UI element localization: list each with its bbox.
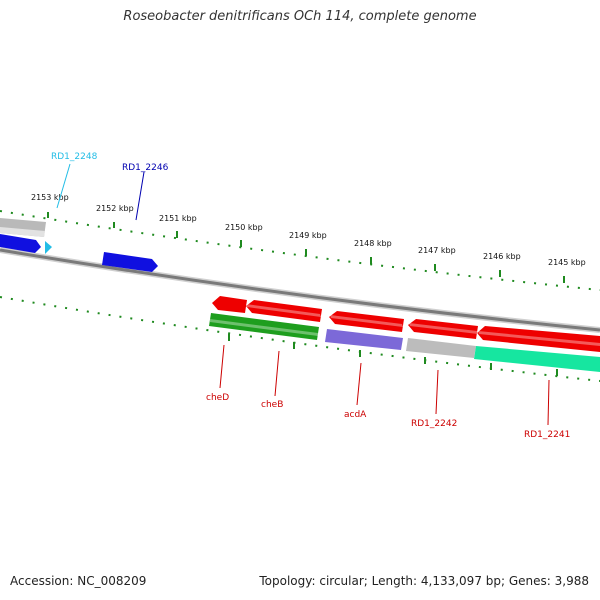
ruler-label-2145: 2145 kbp: [548, 258, 586, 267]
ruler-label-2150: 2150 kbp: [225, 223, 263, 232]
label-rd1-2242: RD1_2242: [411, 419, 457, 429]
label-rd1-2248: RD1_2248: [51, 152, 98, 162]
gene-cheD[interactable]: [212, 296, 247, 313]
topology-text: Topology: circular; Length: 4,133,097 bp…: [259, 574, 589, 588]
label-rd1-2246: RD1_2246: [122, 163, 169, 173]
ruler-label-2153: 2153 kbp: [31, 193, 69, 202]
major-ticks: [47, 212, 565, 376]
label-rd1-2241: RD1_2241: [524, 430, 570, 440]
ruler-label-2148: 2148 kbp: [354, 239, 392, 248]
gene-blue-left[interactable]: [0, 234, 41, 253]
accession-text: Accession: NC_008209: [10, 574, 147, 588]
gene-purple[interactable]: [325, 329, 403, 350]
gene-cheB[interactable]: [246, 300, 322, 322]
ruler-label-2151: 2151 kbp: [159, 214, 197, 223]
gene-red-4[interactable]: [408, 319, 478, 339]
label-acdA: acdA: [344, 410, 367, 420]
genome-backbone-line: [0, 248, 600, 332]
ruler-label-2146: 2146 kbp: [483, 252, 521, 261]
ruler-label-2147: 2147 kbp: [418, 246, 456, 255]
gene-green[interactable]: [209, 313, 319, 340]
gene-cyan-small[interactable]: [45, 241, 52, 254]
genome-title: Roseobacter denitrificans OCh 114, compl…: [123, 9, 477, 24]
ruler-label-2152: 2152 kbp: [96, 204, 134, 213]
gene-rd1-2246[interactable]: [102, 252, 158, 272]
outer-tick-track: [0, 210, 600, 291]
label-cheD: cheD: [206, 393, 229, 403]
gene-rd1-2248-bar-shade: [0, 227, 45, 237]
gene-acdA-red[interactable]: [329, 311, 404, 332]
gene-red-5[interactable]: [477, 326, 600, 352]
gene-rd1-2241-bar[interactable]: [474, 346, 600, 372]
label-cheB: cheB: [261, 400, 283, 410]
ruler-label-2149: 2149 kbp: [289, 231, 327, 240]
gene-rd1-2242-bar[interactable]: [406, 338, 476, 358]
